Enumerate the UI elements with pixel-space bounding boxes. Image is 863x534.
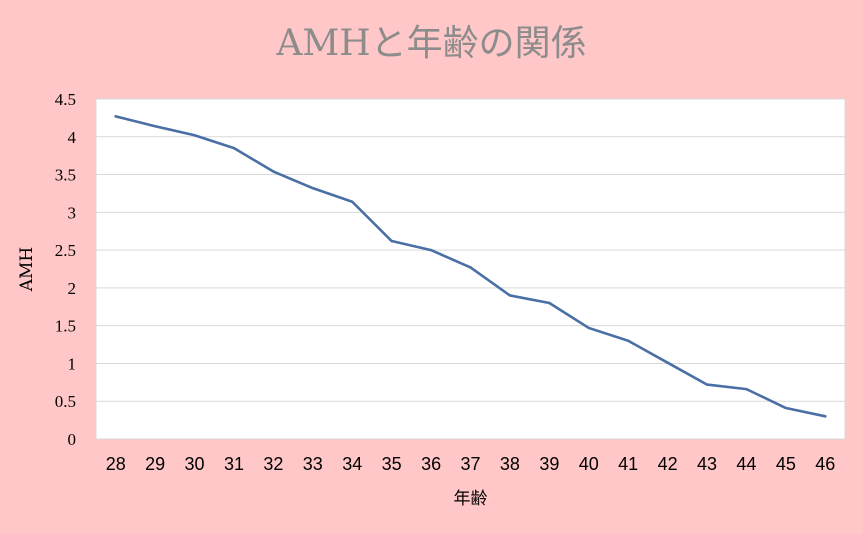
x-tick-label: 29 (145, 454, 165, 474)
x-axis-label: 年齢 (454, 489, 488, 509)
data-point (272, 170, 275, 173)
x-tick-label: 45 (776, 454, 796, 474)
x-tick-label: 33 (303, 454, 323, 474)
y-tick-label: 0.5 (55, 392, 76, 411)
y-tick-label: 2.5 (55, 241, 76, 260)
y-tick-label: 1.5 (55, 317, 76, 336)
x-tick-label: 28 (106, 454, 126, 474)
x-tick-label: 38 (500, 454, 520, 474)
data-point (153, 125, 157, 128)
y-tick-label: 3 (68, 203, 77, 222)
x-tick-label: 35 (382, 454, 402, 474)
data-point (390, 239, 393, 243)
data-point (193, 134, 196, 137)
data-point (548, 301, 551, 305)
data-point (824, 415, 827, 418)
data-point (666, 361, 669, 364)
x-tick-label: 30 (185, 454, 205, 474)
x-tick-label: 36 (421, 454, 441, 474)
data-point (784, 406, 788, 410)
data-point (351, 200, 354, 203)
y-tick-label: 4 (68, 128, 77, 147)
data-point (114, 115, 117, 118)
x-tick-label: 39 (539, 454, 559, 474)
data-point (705, 383, 709, 386)
x-tick-label: 41 (618, 454, 638, 474)
x-tick-label: 32 (263, 454, 283, 474)
x-tick-label: 42 (658, 454, 678, 474)
x-tick-label: 44 (736, 454, 756, 474)
y-tick-label: 3.5 (55, 166, 76, 185)
x-tick-label: 37 (460, 454, 480, 474)
chart-title: AMHと年齢の関係 (276, 23, 587, 64)
x-tick-label: 46 (815, 454, 835, 474)
data-point (626, 339, 630, 342)
x-tick-label: 31 (224, 454, 244, 474)
data-point (429, 248, 433, 252)
y-axis-label: AMH (17, 247, 37, 293)
y-tick-label: 2 (68, 279, 77, 298)
data-point (587, 326, 590, 330)
x-tick-label: 40 (579, 454, 599, 474)
plot-border (95, 98, 846, 440)
data-point (745, 387, 748, 391)
y-tick-label: 4.5 (55, 90, 76, 109)
data-point (469, 266, 472, 269)
x-tick-label: 34 (342, 454, 362, 474)
y-tick-label: 1 (68, 354, 77, 373)
y-tick-label: 0 (68, 430, 77, 449)
data-point (508, 294, 512, 297)
x-tick-label: 43 (697, 454, 717, 474)
data-point (311, 186, 315, 190)
data-point (232, 146, 236, 150)
